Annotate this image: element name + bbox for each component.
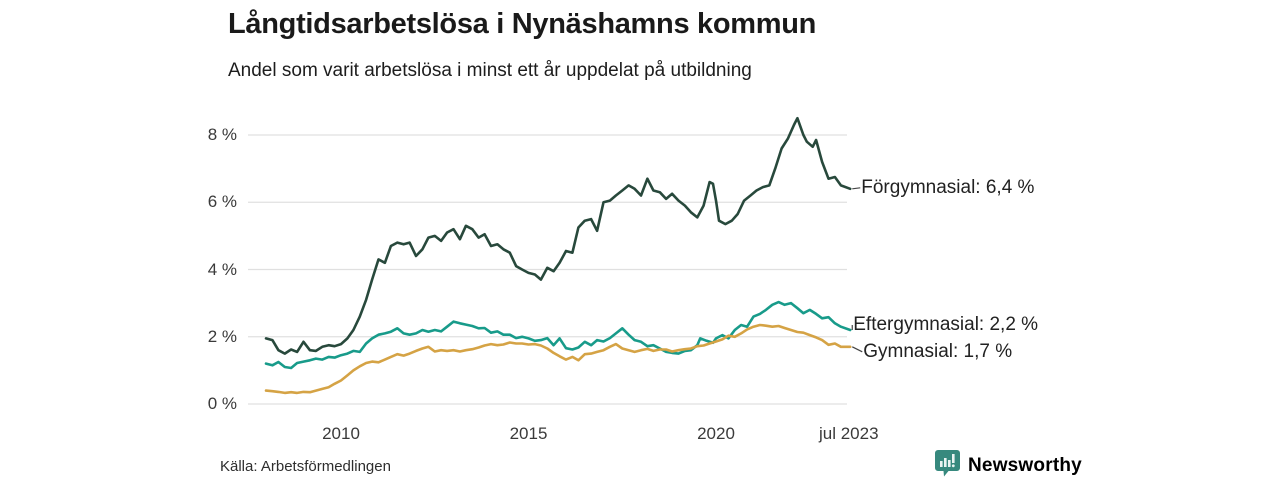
y-axis-tick-label: 4 %: [207, 259, 237, 279]
series-line-eftergymnasial: [264, 300, 852, 370]
page-title: Långtidsarbetslösa i Nynäshamns kommun: [228, 8, 817, 40]
y-axis-tick-label: 0 %: [207, 394, 237, 413]
y-axis-tick-label: 2 %: [207, 326, 237, 346]
x-axis-tick-label: 2015: [509, 424, 548, 443]
y-axis-tick-label: 8 %: [207, 125, 237, 144]
source-note: Källa: Arbetsförmedlingen: [220, 458, 391, 475]
newsworthy-logo-icon: [934, 449, 961, 480]
page-subtitle: Andel som varit arbetslösa i minst ett å…: [228, 60, 752, 81]
brand-wordmark: Newsworthy: [968, 455, 1082, 476]
series-end-label-forgymnasial: Förgymnasial: 6,4 %: [861, 176, 1035, 198]
x-axis-tick-label: 2010: [322, 424, 360, 443]
series-end-label-eftergymnasial: Eftergymnasial: 2,2 %: [853, 314, 1039, 336]
series-line-gymnasial: [264, 323, 852, 395]
label-connector-forgymnasial: [852, 187, 861, 190]
newsworthy-brand: Newsworthy: [934, 449, 1082, 480]
series-line-forgymnasial: [264, 116, 852, 355]
x-axis-tick-label: 2020: [697, 424, 735, 443]
label-connector-gymnasial: [851, 346, 863, 353]
x-axis-tick-label: jul 2023: [818, 424, 879, 443]
y-axis-tick-label: 6 %: [207, 192, 237, 212]
series-end-label-gymnasial: Gymnasial: 1,7 %: [863, 340, 1013, 362]
